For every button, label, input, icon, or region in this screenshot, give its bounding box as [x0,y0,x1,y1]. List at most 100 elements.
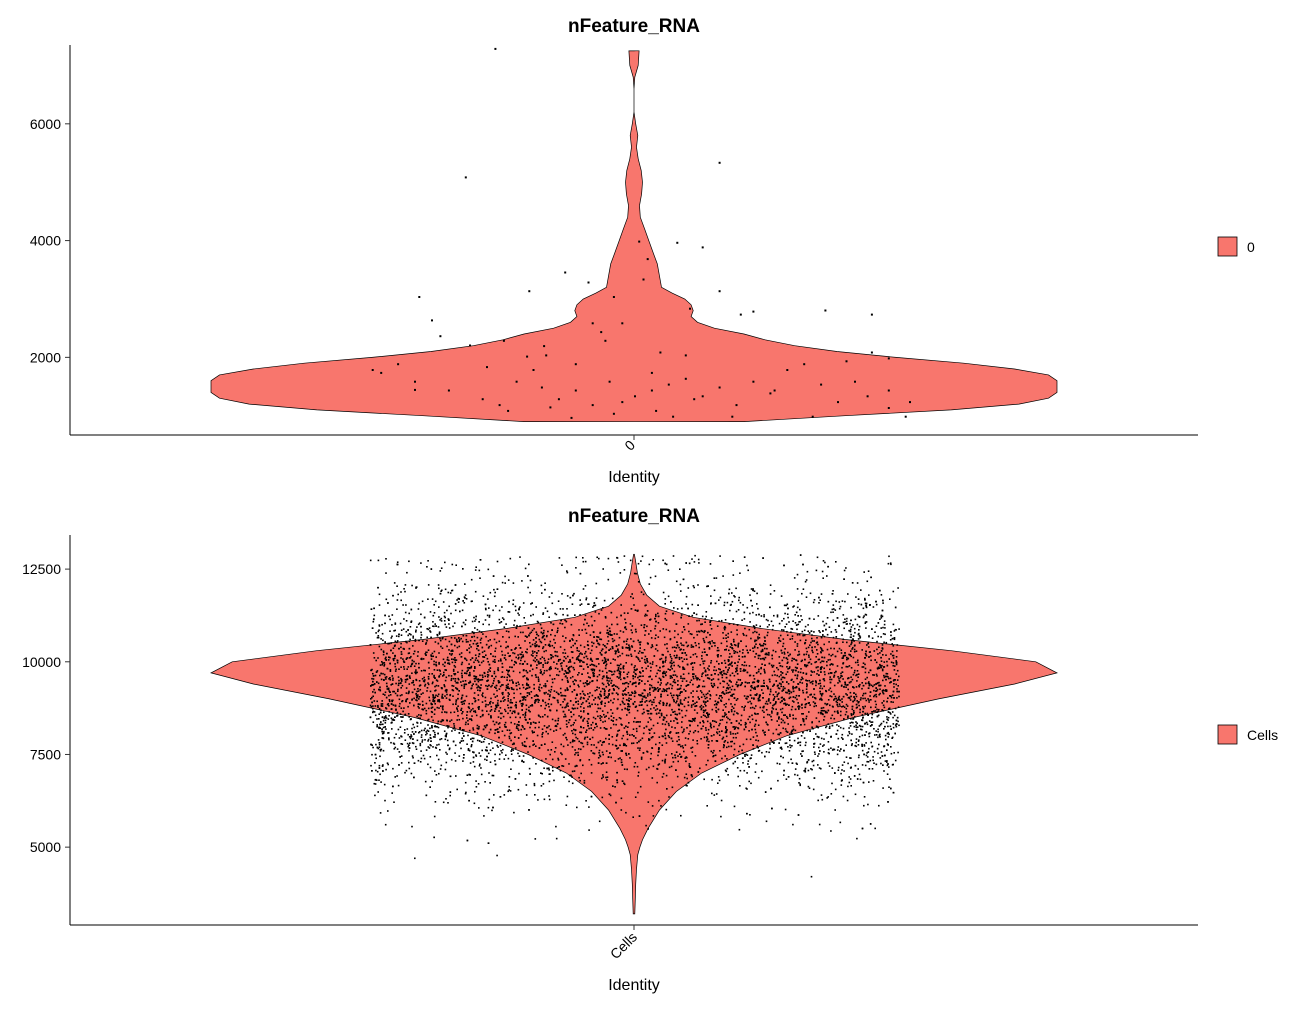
data-point [651,777,654,779]
data-point [864,764,867,767]
data-point [557,757,559,760]
data-point [665,619,668,621]
data-point [839,821,842,824]
data-point [769,688,772,691]
data-point [632,742,635,744]
data-point [578,653,581,655]
data-point [561,593,563,595]
data-point [467,749,470,751]
data-point [856,706,858,709]
data-point [418,296,421,298]
data-point [467,748,470,750]
data-point [719,722,721,725]
data-point [579,604,581,606]
data-point [377,704,379,707]
data-point [371,668,373,671]
data-point [778,639,781,642]
data-point [379,689,382,692]
data-point [871,721,874,723]
data-point [391,721,393,724]
data-point [626,681,628,684]
data-point [415,662,417,665]
panel-1-legend: 0 [1217,236,1255,257]
data-point [852,721,854,724]
data-point [575,679,577,682]
data-point [577,656,579,658]
data-point [890,701,892,703]
data-point [795,694,798,697]
data-point [635,727,638,730]
data-point [455,659,458,661]
data-point [450,636,453,639]
data-point [715,702,718,705]
data-point [796,634,799,636]
data-point [494,732,496,735]
data-point [846,617,848,620]
data-point [517,654,519,656]
data-point [496,744,498,747]
data-point [718,779,721,782]
data-point [743,707,745,709]
data-point [812,764,815,767]
data-point [841,701,843,703]
data-point [450,758,453,761]
data-point [838,647,841,650]
data-point [836,753,839,756]
data-point [587,648,590,650]
data-point [874,710,877,712]
data-point [524,711,527,714]
data-point [738,828,741,831]
data-point [603,727,606,729]
data-point [408,676,411,678]
data-point [746,772,748,774]
data-point [524,714,527,717]
data-point [578,685,580,688]
data-point [585,597,588,599]
data-point [512,652,514,654]
data-point [736,767,739,769]
data-point [476,686,478,689]
data-point [541,772,543,775]
data-point [696,701,698,703]
data-point [667,650,669,653]
data-point [869,669,872,672]
data-point [565,804,568,806]
data-point [566,608,568,610]
data-point [856,700,858,702]
data-point [420,750,422,752]
data-point [411,682,413,684]
data-point [662,591,665,594]
data-point [475,754,477,756]
data-point [608,649,610,651]
data-point [617,758,620,760]
data-point [724,714,726,716]
data-point [797,705,799,708]
data-point [528,290,531,293]
data-point [381,661,383,663]
data-point [464,597,466,599]
data-point [605,737,607,740]
data-point [813,640,815,642]
data-point [473,635,476,638]
data-point [637,657,639,659]
data-point [678,656,681,659]
data-point [584,614,587,617]
data-point [580,715,583,718]
data-point [664,758,667,761]
data-point [592,606,594,608]
data-point [883,641,885,644]
data-point [885,721,888,724]
data-point [757,657,760,660]
data-point [534,794,536,796]
data-point [591,404,594,407]
data-point [486,673,489,676]
data-point [397,784,400,787]
data-point [882,679,884,682]
data-point [594,611,597,613]
data-point [456,599,458,601]
data-point [670,660,673,662]
data-point [676,696,679,698]
data-point [822,706,825,709]
data-point [650,371,653,374]
data-point [876,675,878,677]
